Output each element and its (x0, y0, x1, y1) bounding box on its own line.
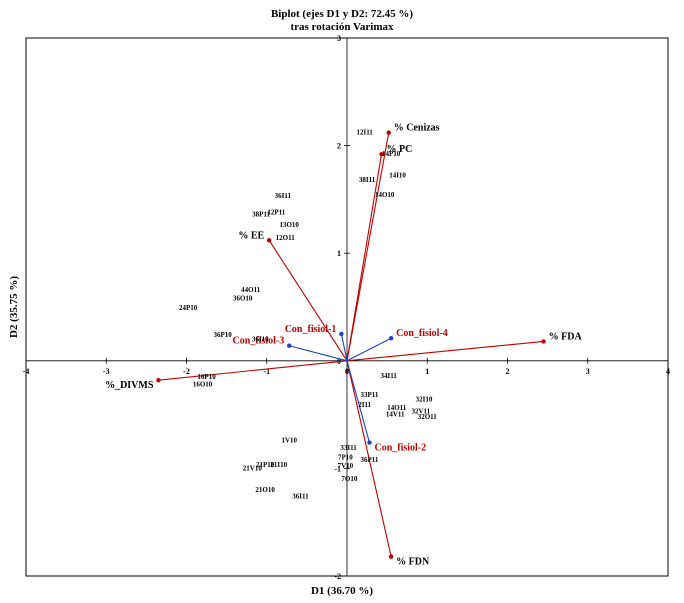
x-tick-label: -3 (103, 367, 110, 376)
observation-label: 16P10 (197, 373, 216, 381)
observation-label: 13O10 (279, 221, 299, 229)
x-tick-label: 1 (425, 367, 429, 376)
chart-title: Biplot (ejes D1 y D2: 72.45 %) (271, 8, 413, 20)
observation-label: 32I10 (416, 396, 433, 404)
variable-endpoint (266, 238, 272, 243)
x-tick-label: 0 (345, 367, 349, 376)
variable-endpoint (541, 339, 546, 344)
variable-endpoint (388, 554, 394, 559)
supplementary-vector (289, 345, 348, 362)
observation-label: 21V10 (243, 464, 263, 472)
variable-label: % FDN (396, 557, 430, 568)
observation-label: 7V10 (338, 462, 354, 470)
variable-label: % EE (238, 230, 264, 241)
y-axis-label: D2 (35.75 %) (8, 276, 20, 338)
x-tick-label: -4 (23, 367, 30, 376)
observation-label: 44O11 (241, 286, 261, 294)
observation-label: 36I11 (275, 192, 292, 200)
observation-label: 36I10 (252, 335, 269, 343)
x-tick-label: 3 (586, 367, 590, 376)
observation-label: 16O10 (193, 380, 213, 388)
observation-label: 12I11 (356, 129, 373, 137)
observation-label: 7O10 (341, 475, 357, 483)
observation-label: 1V10 (281, 436, 297, 444)
observation-label: 36O10 (233, 294, 253, 302)
variable-vector (158, 360, 348, 381)
variable-vector (346, 154, 383, 361)
variable-vector (346, 340, 544, 362)
supplementary-vector (346, 360, 371, 443)
vector-group: % Cenizas % PC % EE % FDA % FDN %_DIVMS Con_fi… (105, 123, 582, 568)
supplementary-endpoint (367, 440, 372, 445)
y-tick-label: -2 (334, 572, 341, 581)
observation-label: 33P11 (361, 391, 379, 399)
observation-label: 21I10 (270, 461, 287, 469)
observation-label: 36P10 (213, 331, 232, 339)
supplementary-label: Con_fisiol-4 (396, 328, 448, 339)
variable-label: %_DIVMS (105, 380, 154, 391)
observation-label: 32O11 (418, 413, 438, 421)
variable-endpoint (379, 152, 384, 157)
x-tick-label: -1 (263, 367, 270, 376)
y-tick-label: 2 (337, 142, 341, 151)
observation-label: 32V11 (411, 407, 430, 415)
supplementary-endpoint (287, 343, 292, 348)
x-tick-label: 4 (666, 367, 670, 376)
variable-endpoint (156, 377, 161, 383)
supplementary-vector (340, 333, 348, 361)
x-tick-label: -2 (183, 367, 190, 376)
variable-label: % Cenizas (394, 123, 440, 134)
variable-label: % PC (387, 144, 413, 155)
observation-label: 33I11 (340, 444, 357, 452)
observation-label: 14I10 (389, 172, 406, 180)
observation-label: 14V11 (386, 411, 405, 419)
observation-label: 14O11 (387, 404, 407, 412)
observation-label: 14P10 (382, 150, 401, 158)
observation-label: 38I11 (359, 176, 376, 184)
supplementary-label: Con_fisiol-3 (233, 336, 285, 347)
observation-label: 12P11 (267, 208, 285, 216)
observation-label: 34I11 (381, 372, 398, 380)
chart-subtitle: tras rotación Varimax (290, 21, 394, 33)
observation-label: 36P11 (361, 456, 379, 464)
observation-label: 24P10 (179, 304, 198, 312)
variable-label: % FDA (549, 331, 583, 342)
observation-label: 7P10 (338, 454, 353, 462)
observation-label: 21O10 (255, 486, 275, 494)
observation-label: 14O10 (375, 191, 395, 199)
y-tick-label: -1 (334, 464, 341, 473)
observation-label: 38P11 (252, 210, 270, 218)
x-axis-label: D1 (36.70 %) (311, 585, 373, 597)
supplementary-vector (346, 337, 392, 362)
observation-label: 2I11 (358, 401, 371, 409)
y-tick-label: 1 (337, 249, 341, 258)
observation-group: 12I1114P1014I1038I1114O1036I1112P1138P11… (179, 129, 437, 501)
variable-vector (346, 360, 392, 557)
supplementary-label: Con_fisiol-1 (285, 324, 337, 335)
x-tick-label: 2 (506, 367, 510, 376)
observation-label: 21P10 (256, 461, 275, 469)
observation-label: 12O11 (276, 234, 296, 242)
supplementary-endpoint (339, 331, 344, 337)
observation-label: 36I11 (292, 492, 309, 500)
supplementary-endpoint (388, 336, 394, 341)
variable-vector (268, 239, 348, 362)
variable-vector (346, 132, 390, 361)
variable-endpoint (386, 130, 391, 135)
supplementary-label: Con_fisiol-2 (374, 443, 426, 454)
y-tick-label: 3 (337, 34, 341, 43)
